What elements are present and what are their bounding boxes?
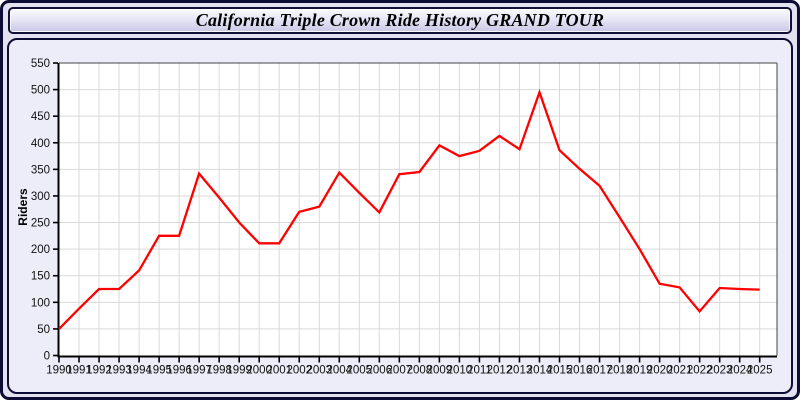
- y-tick-label: 200: [31, 244, 50, 256]
- x-tick-label: 1996: [166, 365, 192, 377]
- x-tick-label: 1992: [86, 365, 112, 377]
- x-tick-label: 2015: [547, 365, 573, 377]
- y-tick-label: 500: [31, 85, 50, 97]
- y-axis-title: Riders: [16, 188, 30, 226]
- data-line: [58, 88, 760, 330]
- y-tick-label: 0: [44, 351, 50, 363]
- x-tick-label: 1991: [66, 365, 92, 377]
- x-tick-label: 2014: [527, 365, 553, 377]
- x-tick-label: 2025: [747, 365, 773, 377]
- x-tick-label: 2009: [427, 365, 453, 377]
- x-tick-label: 1993: [106, 365, 132, 377]
- x-tick-label: 2022: [687, 365, 713, 377]
- x-tick-label: 2012: [487, 365, 513, 377]
- x-tick-label: 2006: [367, 365, 393, 377]
- x-tick-label: 1999: [226, 365, 252, 377]
- x-tick-label: 2002: [286, 365, 312, 377]
- x-tick-label: 2018: [607, 365, 633, 377]
- x-tick-label: 2004: [326, 365, 352, 377]
- y-tick-label: 400: [31, 138, 50, 150]
- x-tick-label: 1990: [46, 365, 72, 377]
- x-tick-label: 2016: [567, 365, 593, 377]
- x-tick-label: 2007: [387, 365, 413, 377]
- y-tick-label: 350: [31, 164, 50, 176]
- y-tick-label: 100: [31, 297, 50, 309]
- line-chart: 0501001502002503003504004505005501990199…: [16, 58, 778, 377]
- x-tick-label: 2020: [647, 365, 673, 377]
- x-tick-label: 2010: [447, 365, 473, 377]
- x-tick-label: 2013: [507, 365, 533, 377]
- y-tick-label: 50: [37, 324, 50, 336]
- x-tick-label: 1998: [206, 365, 232, 377]
- x-tick-label: 2003: [306, 365, 332, 377]
- x-tick-label: 2024: [727, 365, 753, 377]
- y-tick-label: 450: [31, 111, 50, 123]
- x-tick-label: 1994: [126, 365, 152, 377]
- x-tick-label: 2001: [266, 365, 292, 377]
- title-bar: California Triple Crown Ride History GRA…: [8, 7, 792, 34]
- x-tick-label: 2021: [667, 365, 693, 377]
- x-tick-label: 2008: [407, 365, 433, 377]
- x-tick-label: 1995: [146, 365, 172, 377]
- x-tick-label: 2005: [347, 365, 373, 377]
- page-title: California Triple Crown Ride History GRA…: [195, 10, 605, 30]
- plot-area: [59, 63, 777, 356]
- x-tick-label: 2017: [587, 365, 613, 377]
- x-tick-label: 2011: [467, 365, 492, 377]
- x-tick-label: 2000: [246, 365, 272, 377]
- x-tick-label: 2019: [627, 365, 653, 377]
- x-tick-label: 2023: [707, 365, 733, 377]
- y-tick-label: 150: [31, 271, 50, 283]
- y-tick-label: 250: [31, 218, 50, 230]
- y-tick-label: 300: [31, 191, 50, 203]
- x-tick-label: 1997: [186, 365, 212, 377]
- y-tick-label: 550: [31, 58, 50, 70]
